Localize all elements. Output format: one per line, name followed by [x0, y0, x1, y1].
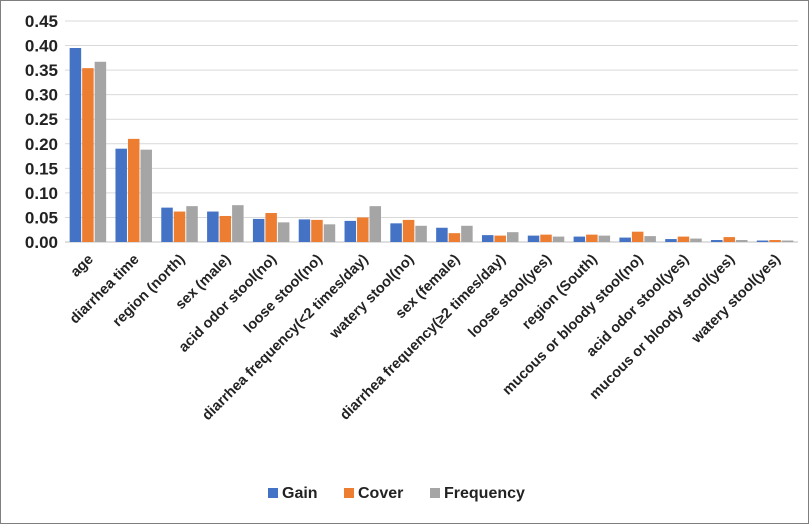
bar-gain	[69, 48, 82, 243]
legend-label-gain: Gain	[282, 485, 318, 502]
bar-frequency	[552, 236, 565, 242]
bar-frequency	[415, 225, 427, 242]
bar-cover	[219, 215, 232, 242]
x-tick-label: loose stool(no)	[241, 251, 326, 336]
y-tick-label: 0.35	[25, 61, 58, 80]
bar-cover	[448, 233, 461, 242]
bar-gain	[481, 235, 494, 242]
legend-label-cover: Cover	[358, 485, 403, 502]
bar-frequency	[644, 236, 656, 242]
bar-frequency	[736, 240, 748, 242]
bar-cover	[82, 68, 94, 242]
bar-gain	[252, 218, 265, 242]
bar-cover	[494, 235, 506, 242]
bar-gain	[711, 240, 723, 242]
x-tick-label: watery stool(yes)	[688, 251, 784, 347]
bar-cover	[127, 138, 140, 242]
bar-cover	[540, 234, 552, 242]
bar-cover	[586, 234, 598, 242]
y-tick-label: 0.00	[25, 233, 58, 252]
bar-frequency	[323, 224, 336, 242]
y-tick-label: 0.45	[25, 12, 58, 31]
bar-gain	[115, 148, 127, 242]
bar-gain	[665, 239, 677, 242]
bar-cover	[631, 231, 644, 242]
legend-swatch-gain	[268, 488, 278, 498]
gridlines	[65, 20, 798, 243]
bar-cover	[677, 236, 690, 242]
bar-gain	[619, 237, 631, 242]
bar-gain	[344, 220, 357, 242]
x-tick-label: watery stool(no)	[326, 251, 417, 342]
y-tick-label: 0.15	[25, 159, 58, 178]
bar-frequency	[186, 206, 198, 242]
bar-frequency	[690, 238, 702, 242]
bar-cover	[402, 219, 415, 242]
bar-frequency	[598, 235, 611, 242]
bar-cover	[265, 213, 277, 242]
bar-frequency	[781, 240, 794, 242]
bar-gain	[756, 240, 769, 242]
bars	[69, 48, 794, 243]
y-tick-label: 0.25	[25, 110, 58, 129]
bar-gain	[161, 207, 173, 242]
y-tick-label: 0.40	[25, 37, 58, 56]
y-tick-label: 0.05	[25, 208, 58, 227]
bar-cover	[173, 211, 186, 242]
y-tick-label: 0.30	[25, 86, 58, 105]
bar-frequency	[94, 61, 107, 242]
bar-gain	[573, 236, 586, 242]
bar-gain	[298, 219, 311, 242]
x-tick-label: diarrhea frequency(≥2 times/day)	[337, 251, 509, 423]
bar-cover	[723, 237, 736, 242]
bar-frequency	[140, 149, 152, 242]
y-tick-label: 0.20	[25, 135, 58, 154]
bar-cover	[769, 240, 781, 242]
bar-frequency	[232, 205, 244, 242]
legend-swatch-cover	[344, 488, 354, 498]
bar-frequency	[369, 206, 382, 242]
bar-frequency	[506, 232, 519, 242]
x-tick-label: age	[68, 252, 97, 281]
bar-cover	[311, 219, 323, 242]
legend-label-frequency: Frequency	[444, 485, 525, 502]
legend-swatch-frequency	[430, 488, 440, 498]
bar-frequency	[277, 222, 290, 242]
bar-gain	[390, 223, 402, 242]
x-tick-label: diarrhea frequency(<2 times/day)	[199, 251, 371, 423]
bar-gain	[527, 235, 540, 242]
x-tick-label: loose stool(yes)	[465, 251, 554, 340]
bar-gain	[207, 211, 219, 242]
legend: Gain Cover Frequency	[268, 485, 525, 502]
bar-cover	[357, 217, 369, 242]
bar-gain	[436, 227, 448, 242]
y-tick-label: 0.10	[25, 184, 58, 203]
y-axis-ticks: 0.00 0.05 0.10 0.15 0.20 0.25 0.30 0.35 0.40 0.45	[25, 12, 58, 252]
bar-frequency	[461, 225, 473, 242]
